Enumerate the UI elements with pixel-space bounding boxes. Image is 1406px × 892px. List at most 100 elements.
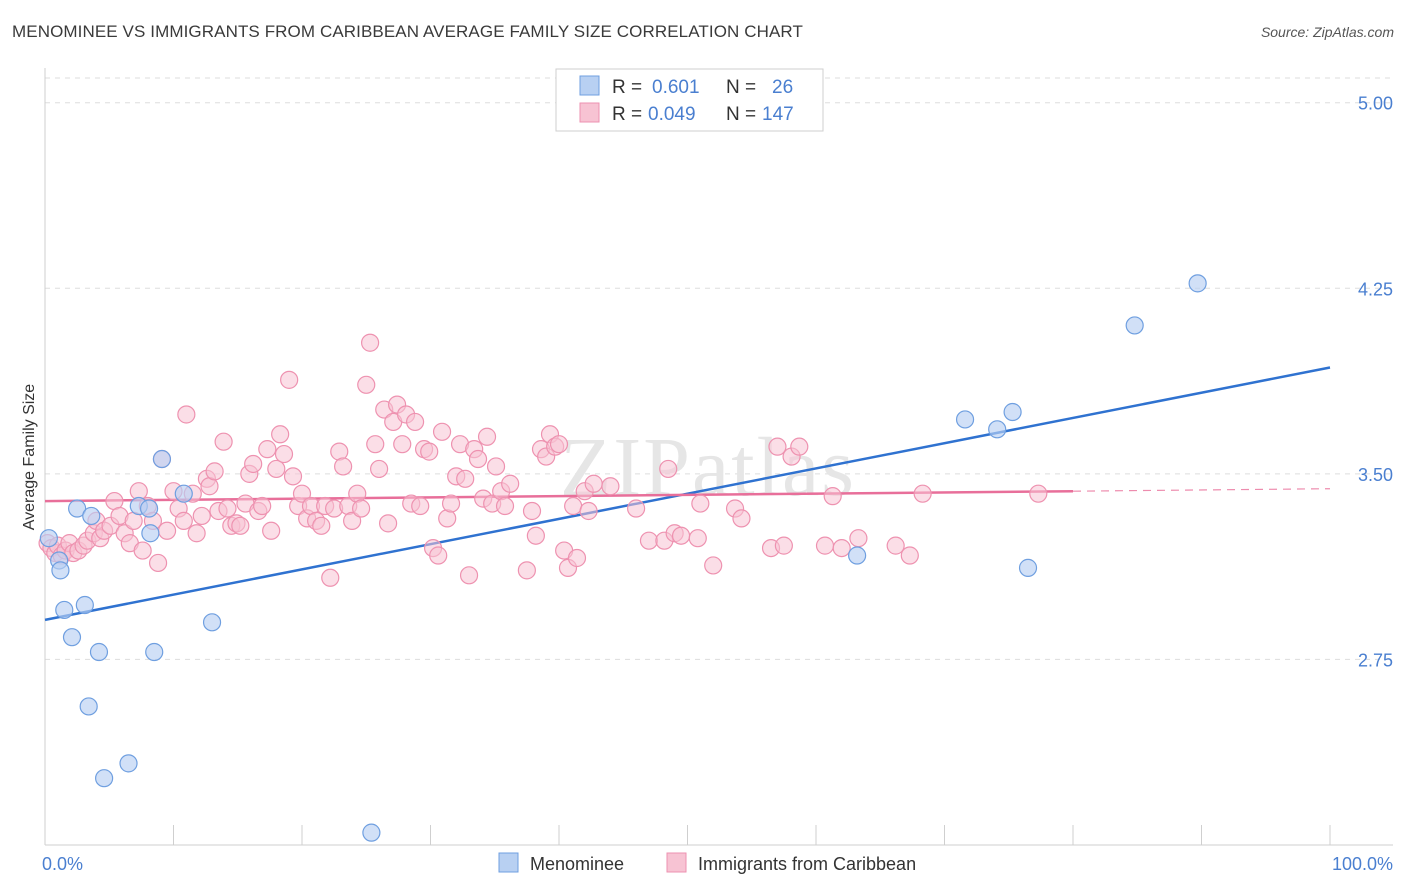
caribbean-point (477, 427, 497, 446)
y-axis-title: Average Family Size (21, 384, 38, 531)
caribbean-point (832, 538, 851, 558)
caribbean-trend-line (44, 489, 1074, 503)
y-tick-label: 3.50 (1358, 465, 1393, 485)
caribbean-point (393, 435, 412, 454)
menominee-point (202, 613, 222, 632)
legend-swatch-caribbean (579, 102, 600, 123)
caribbean-point (456, 469, 475, 488)
caribbean-point (280, 370, 299, 389)
caribbean-point (567, 548, 587, 568)
caribbean-point (366, 435, 385, 454)
chart-source: Source: ZipAtlas.com (1260, 24, 1394, 40)
caribbean-point (659, 459, 678, 479)
y-tick-label: 5.00 (1358, 94, 1393, 114)
menominee-point (62, 628, 82, 647)
y-tick-label: 4.25 (1358, 279, 1393, 299)
caribbean-point (370, 459, 389, 479)
caribbean-point (262, 521, 281, 540)
menominee-point (119, 754, 138, 773)
axes (44, 68, 1393, 846)
menominee-point (95, 769, 114, 788)
caribbean-point (267, 459, 286, 479)
caribbean-point (438, 509, 457, 528)
legend-n-value-2: 147 (762, 104, 794, 125)
caribbean-point (378, 514, 398, 533)
caribbean-point (639, 531, 659, 550)
caribbean-point (823, 487, 842, 506)
menominee-point (89, 642, 109, 662)
caribbean-points (38, 333, 1048, 587)
menominee-point (1125, 316, 1144, 335)
caribbean-point (732, 509, 751, 528)
menominee-point (79, 697, 98, 716)
legend-r-value-2: 0.049 (648, 104, 696, 125)
caribbean-point (626, 499, 646, 518)
caribbean-point (849, 529, 868, 548)
menominee-point (1018, 558, 1038, 577)
caribbean-point (411, 496, 430, 516)
caribbean-point (517, 561, 536, 580)
caribbean-point (579, 501, 598, 521)
caribbean-point (231, 516, 250, 535)
caribbean-point (214, 432, 233, 451)
menominee-point (139, 499, 159, 518)
legend-r-label-1: R = (612, 77, 642, 98)
caribbean-point (913, 484, 932, 503)
menominee-point (51, 561, 70, 580)
caribbean-trend-extension (1072, 488, 1331, 492)
menominee-point (55, 600, 74, 620)
caribbean-point (671, 526, 691, 545)
caribbean-point (564, 496, 583, 516)
caribbean-point (352, 499, 371, 518)
bottom-legend-menominee: Menominee (530, 854, 624, 874)
caribbean-point (274, 444, 294, 464)
menominee-point (82, 506, 101, 526)
caribbean-point (704, 556, 723, 575)
caribbean-point (357, 375, 376, 394)
menominee-point (75, 595, 94, 615)
menominee-point (39, 529, 58, 548)
caribbean-point (420, 442, 439, 461)
caribbean-point (244, 454, 263, 474)
legend-swatch-menominee (579, 75, 600, 96)
caribbean-point (501, 474, 520, 493)
legend-n-label-1: N = (726, 77, 756, 98)
caribbean-point (768, 437, 787, 456)
y-tick-labels: 2.75 3.50 4.25 5.00 (1358, 94, 1393, 671)
menominee-points (39, 274, 1207, 842)
caribbean-point (133, 541, 152, 560)
caribbean-point (1029, 484, 1048, 503)
caribbean-point (361, 333, 380, 352)
menominee-point (145, 642, 164, 662)
bottom-legend-caribbean: Immigrants from Caribbean (698, 854, 916, 874)
y-tick-label: 2.75 (1358, 650, 1393, 670)
caribbean-point (405, 412, 425, 432)
caribbean-point (432, 422, 452, 441)
caribbean-point (790, 437, 809, 456)
caribbean-point (271, 425, 290, 444)
legend-r-value-1: 0.601 (652, 77, 700, 98)
caribbean-point (900, 546, 919, 565)
caribbean-point (601, 477, 620, 496)
caribbean-point (312, 516, 331, 535)
menominee-point (174, 484, 193, 503)
bottom-legend-swatch-menominee (498, 852, 519, 873)
x-tick-label-min: 0.0% (42, 854, 83, 874)
menominee-point (1188, 274, 1207, 293)
caribbean-point (343, 511, 362, 530)
legend-n-value-1: 26 (772, 77, 793, 98)
caribbean-point (321, 568, 340, 587)
menominee-point (988, 420, 1007, 439)
legend-box: R = 0.601 N = 26 R = 0.049 N = 147 (555, 68, 824, 132)
caribbean-point (157, 521, 177, 540)
menominee-point (362, 823, 381, 842)
caribbean-point (522, 501, 542, 521)
caribbean-point (334, 457, 353, 476)
caribbean-point (187, 524, 206, 543)
caribbean-point (330, 442, 349, 461)
caribbean-point (549, 435, 569, 454)
menominee-point (955, 410, 975, 429)
chart-title: MENOMINEE VS IMMIGRANTS FROM CARIBBEAN A… (12, 22, 803, 41)
caribbean-point (815, 536, 835, 555)
menominee-point (152, 449, 172, 469)
